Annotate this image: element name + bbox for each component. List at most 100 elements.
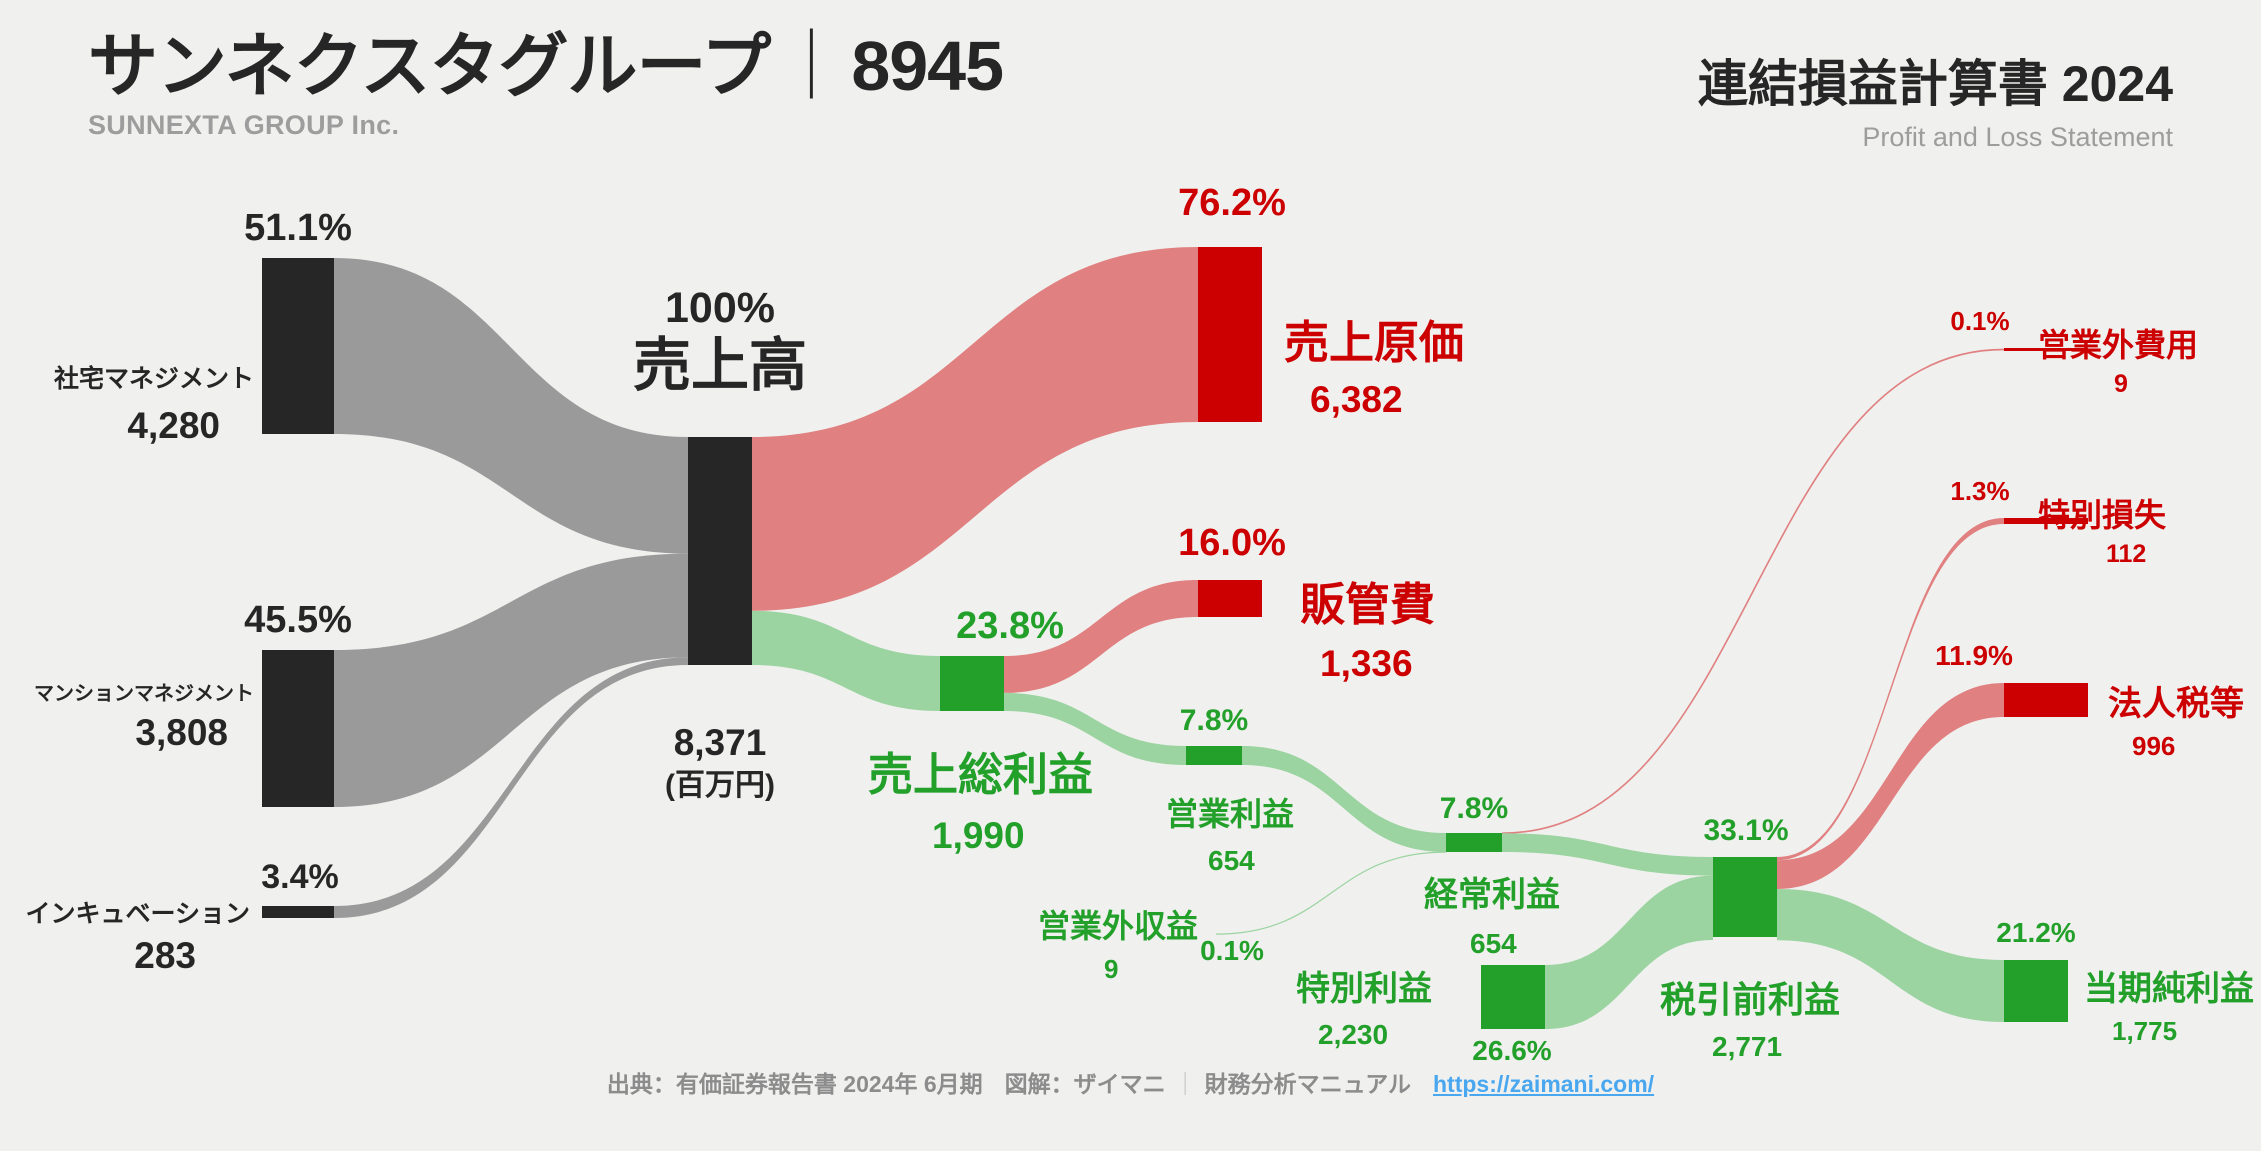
page-header: サンネクスタグループ｜8945 SUNNEXTA GROUP Inc. 連結損益… (0, 0, 2261, 185)
sankey-link-gross-to-operating (1004, 692, 1186, 765)
sankey-links-layer (334, 247, 2005, 1029)
sankey-node-extragain[interactable] (1481, 965, 1545, 1029)
node-pct-extragain: 26.6% (1472, 1035, 1551, 1066)
node-value-operating: 654 (1208, 845, 1255, 876)
node-name-mansion: マンションマネジメント (34, 682, 254, 705)
sankey-link-operating-to-ordinary (1242, 746, 1446, 852)
sankey-link-shataku-to-revenue (334, 258, 688, 554)
node-pct-extraloss: 1.3% (1950, 476, 2009, 506)
sankey-nodes-layer (262, 247, 2088, 1029)
node-name-net: 当期純利益 (2084, 970, 2254, 1008)
node-pct-revenue: 100% (665, 284, 775, 332)
node-value-net: 1,775 (2112, 1016, 2177, 1046)
sankey-node-incubation[interactable] (262, 906, 334, 918)
sankey-node-pretax[interactable] (1713, 857, 1777, 937)
node-name-extraloss: 特別損失 (2038, 497, 2167, 533)
node-value-revenue: 8,371 (674, 722, 767, 763)
sankey-node-mansion[interactable] (262, 650, 334, 807)
node-value-mansion: 3,808 (135, 712, 228, 753)
sankey-link-ordinary-to-nonopexp (1501, 348, 2005, 834)
node-value-gross: 1,990 (932, 815, 1025, 856)
node-pct-cogs: 76.2% (1178, 182, 1286, 224)
footer-attribution: 出典：有価証券報告書 2024年 6月期 図解：ザイマニ ｜ 財務分析マニュアル htt… (0, 1065, 2261, 1099)
sankey-node-gross[interactable] (940, 656, 1004, 711)
node-value-cogs: 6,382 (1310, 379, 1403, 420)
node-pct-net: 21.2% (1996, 917, 2075, 948)
sankey-node-ordinary[interactable] (1446, 833, 1502, 852)
node-pct-operating: 7.8% (1180, 704, 1248, 737)
node-name-shataku: 社宅マネジメント (54, 364, 254, 393)
ticker-code: 8945 (851, 27, 1004, 105)
node-name-pretax: 税引前利益 (1660, 979, 1840, 1020)
revenue-unit-label: (百万円) (665, 769, 775, 802)
node-pct-pretax: 33.1% (1703, 814, 1788, 847)
node-pct-shataku: 51.1% (244, 207, 352, 249)
sankey-node-sga[interactable] (1198, 580, 1262, 617)
node-value-shataku: 4,280 (127, 405, 220, 446)
node-name-nonopinc: 営業外収益 (1038, 908, 1198, 944)
sankey-link-mansion-to-revenue (334, 553, 688, 807)
node-name-cogs: 売上原価 (1284, 317, 1464, 368)
company-name-en: SUNNEXTA GROUP Inc. (88, 109, 400, 140)
sankey-node-extraloss[interactable] (2004, 518, 2088, 524)
sankey-node-nonopexp[interactable] (2004, 348, 2088, 351)
sankey-link-pretax-to-net (1777, 888, 2004, 1022)
node-pct-tax: 11.9% (1935, 640, 2013, 671)
sankey-node-shataku[interactable] (262, 258, 334, 434)
sankey-node-revenue[interactable] (688, 437, 752, 665)
sankey-link-gross-to-sga (1004, 580, 1198, 693)
header-left: サンネクスタグループ｜8945 SUNNEXTA GROUP Inc. (88, 27, 1004, 141)
node-name-gross: 売上総利益 (868, 749, 1093, 800)
sankey-node-cogs[interactable] (1198, 247, 1262, 422)
footer-credit-separator: ｜ (1173, 1071, 1197, 1097)
node-value-ordinary: 654 (1470, 928, 1517, 959)
header-right: 連結損益計算書 2024 Profit and Loss Statement (1698, 44, 2173, 153)
node-pct-sga: 16.0% (1178, 522, 1286, 564)
node-name-ordinary: 経常利益 (1424, 876, 1560, 914)
sankey-link-nonopinc-to-ordinary (1215, 851, 1447, 935)
node-value-extraloss: 112 (2106, 540, 2146, 568)
node-value-tax: 996 (2132, 731, 2175, 761)
sankey-link-incubation-to-revenue (334, 657, 688, 918)
node-value-incubation: 283 (134, 935, 196, 976)
sankey-link-revenue-to-gross (752, 610, 940, 711)
sankey-labels-layer: 51.1% 社宅マネジメント 4,280 45.5% マンションマネジメント 3,808 3… (25, 182, 2254, 1066)
sankey-link-extragain-to-pretax (1545, 875, 1713, 1029)
node-pct-incubation: 3.4% (261, 858, 339, 896)
node-name-nonopexp: 営業外費用 (2038, 327, 2198, 363)
node-pct-nonopinc: 0.1% (1200, 935, 1264, 966)
node-pct-nonopexp: 0.1% (1950, 306, 2009, 336)
node-name-operating: 営業利益 (1166, 796, 1294, 832)
node-value-nonopinc: 9 (1104, 954, 1118, 984)
node-value-nonopexp: 9 (2114, 370, 2128, 398)
sankey-node-operating[interactable] (1186, 746, 1242, 765)
company-name-ja: サンネクスタグループ (88, 27, 771, 105)
footer-credit-secondary: 財務分析マニュアル (1204, 1071, 1411, 1097)
footer-credit: 図解：ザイマニ (1004, 1071, 1166, 1097)
node-value-sga: 1,336 (1320, 643, 1413, 684)
node-pct-gross: 23.8% (956, 605, 1064, 647)
sankey-link-pretax-to-extraloss (1777, 518, 2004, 861)
title-separator: ｜ (776, 27, 846, 105)
node-value-extragain: 2,230 (1318, 1019, 1388, 1050)
node-name-sga: 販管費 (1300, 579, 1435, 630)
node-name-tax: 法人税等 (2108, 685, 2244, 723)
company-title: サンネクスタグループ｜8945 (88, 27, 1004, 105)
node-name-extragain: 特別利益 (1296, 970, 1432, 1008)
document-title-en: Profit and Loss Statement (1862, 122, 2173, 152)
node-value-pretax: 2,771 (1712, 1031, 1782, 1062)
sankey-node-net[interactable] (2004, 960, 2068, 1022)
footer-source: 出典：有価証券報告書 2024年 6月期 (606, 1071, 983, 1097)
node-pct-ordinary: 7.8% (1440, 792, 1508, 825)
node-pct-mansion: 45.5% (244, 599, 352, 641)
node-name-revenue: 売上高 (633, 333, 807, 398)
sankey-link-ordinary-to-pretax (1502, 833, 1713, 876)
document-title-ja: 連結損益計算書 2024 (1697, 56, 2173, 112)
sankey-link-pretax-to-tax (1777, 683, 2004, 889)
sankey-node-tax[interactable] (2004, 683, 2088, 717)
footer-url-link[interactable]: https://zaimani.com/ (1432, 1071, 1655, 1097)
node-name-incubation: インキュベーション (25, 900, 250, 928)
sankey-link-revenue-to-cogs (752, 247, 1198, 611)
